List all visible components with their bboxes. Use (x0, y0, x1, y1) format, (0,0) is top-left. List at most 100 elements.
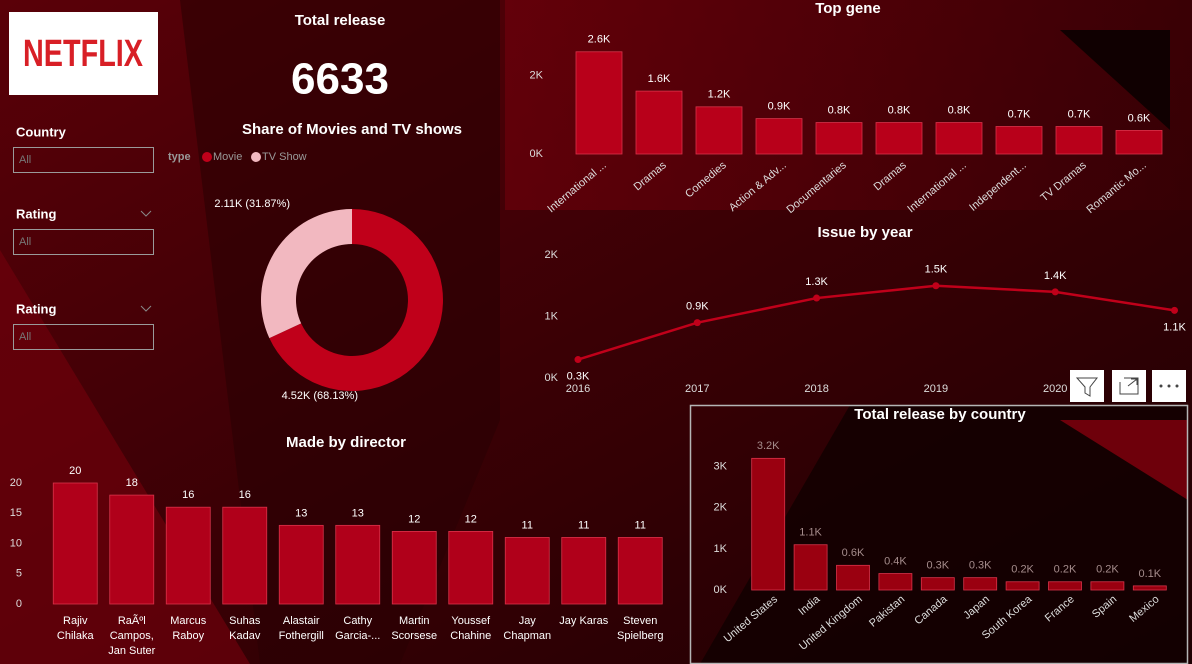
bar (278, 524, 324, 605)
data-label: 2.6K (588, 34, 611, 46)
slicer-value[interactable]: All (19, 331, 31, 343)
y-tick-label: 2K (714, 502, 728, 514)
x-tick-label: Youssef Chahine (450, 615, 492, 642)
data-label: 0.8K (948, 104, 971, 116)
bg-shape (1060, 30, 1170, 130)
chart-title: Share of Movies and TV shows (242, 121, 462, 138)
point (574, 356, 582, 364)
data-label: 1.2K (708, 89, 731, 101)
chevron[interactable] (140, 210, 152, 217)
slicer-box[interactable] (13, 229, 154, 255)
x-tick-label: Steven Spielberg (617, 615, 664, 642)
data-label: 0.7K (1008, 108, 1031, 120)
data-label: 0.3K (926, 560, 949, 572)
bar (504, 537, 550, 605)
y-tick-label: 3K (714, 460, 728, 472)
data-label: 0.3K (969, 560, 992, 572)
bar (222, 506, 268, 605)
data-label: 12 (408, 513, 420, 525)
data-label: 0.1K (1138, 568, 1161, 580)
data-label: 13 (352, 507, 364, 519)
slicer-label: Country (16, 124, 67, 139)
data-label: 0.2K (1011, 564, 1034, 576)
focus-button[interactable] (1112, 370, 1146, 402)
y-tick-label: 0K (545, 372, 559, 384)
x-tick-label: Marcus Raboy (170, 615, 207, 642)
bar (755, 118, 803, 155)
data-label: 12 (465, 513, 477, 525)
point (693, 319, 701, 327)
data-label: 1.1K (1163, 321, 1186, 333)
bar (875, 122, 923, 155)
point (1051, 288, 1059, 296)
point (1171, 306, 1178, 314)
data-label: 18 (126, 477, 138, 489)
y-tick-label: 2K (530, 69, 544, 81)
data-label: 0.7K (1068, 108, 1091, 120)
x-tick-label: Alastair Fothergill (278, 615, 324, 642)
y-tick-label: 10 (10, 537, 22, 549)
filter-icon (1075, 377, 1099, 397)
data-label: 2.11K (31.87%) (214, 198, 290, 210)
bar (1090, 581, 1125, 591)
kpi-value: 6633 (291, 55, 389, 104)
bar (815, 122, 863, 155)
slicer-label: Rating (16, 301, 57, 316)
toolbar (1070, 370, 1186, 402)
y-tick-label: 1K (545, 310, 559, 322)
x-tick-label: 2017 (685, 383, 709, 395)
slicer-value[interactable]: All (19, 236, 31, 248)
bar (109, 494, 155, 605)
data-label: 0.9K (768, 101, 791, 113)
bar (52, 482, 98, 605)
logo: NETFLIX (23, 33, 143, 75)
x-tick-label: Cathy Garcia-... (335, 615, 381, 642)
chart-title: Issue by year (817, 224, 912, 241)
bar (635, 90, 683, 155)
bar (335, 524, 381, 605)
filter-button[interactable] (1070, 370, 1104, 402)
x-tick-label: Rajiv Chilaka (56, 615, 94, 642)
bar (575, 51, 623, 155)
data-label: 0.9K (686, 301, 709, 313)
bar (1115, 130, 1163, 155)
bar (751, 457, 786, 591)
legend-title: type (168, 151, 191, 163)
more-icon (1175, 384, 1179, 388)
slicer-value[interactable]: All (19, 154, 31, 166)
bg-shape (700, 405, 1188, 664)
chevron[interactable] (140, 305, 152, 312)
bg-shape (1060, 420, 1188, 500)
data-label: 3.2K (757, 440, 780, 452)
chart-title: Total release by country (854, 406, 1026, 423)
y-tick-label: 15 (10, 507, 22, 519)
donut-slice (261, 209, 352, 339)
data-label: 1.3K (805, 276, 828, 288)
bar (561, 537, 607, 605)
bar (165, 506, 211, 605)
data-label: 0.6K (842, 547, 865, 559)
logo-box (9, 12, 158, 95)
bar (995, 126, 1043, 155)
data-label: 0.8K (888, 104, 911, 116)
bg-shape (505, 0, 1192, 210)
data-label: 4.52K (68.13%) (282, 390, 358, 402)
slicer-box[interactable] (13, 324, 154, 350)
bar (617, 537, 663, 605)
bar (391, 531, 437, 605)
data-label: 20 (69, 465, 81, 477)
y-tick-label: 2K (545, 249, 559, 261)
data-label: 1.4K (1044, 270, 1067, 282)
x-tick-label: 2020 (1043, 383, 1067, 395)
point (932, 282, 940, 290)
legend-label: TV Show (262, 151, 307, 163)
y-tick-label: 1K (714, 543, 728, 555)
data-label: 0.8K (828, 104, 851, 116)
point (813, 294, 821, 302)
y-tick-label: 5 (16, 568, 22, 580)
slicer-box[interactable] (13, 147, 154, 173)
bar (1132, 585, 1167, 591)
bar (1005, 581, 1040, 591)
x-tick-label: Jay Chapman (503, 615, 552, 642)
data-label: 13 (295, 507, 307, 519)
